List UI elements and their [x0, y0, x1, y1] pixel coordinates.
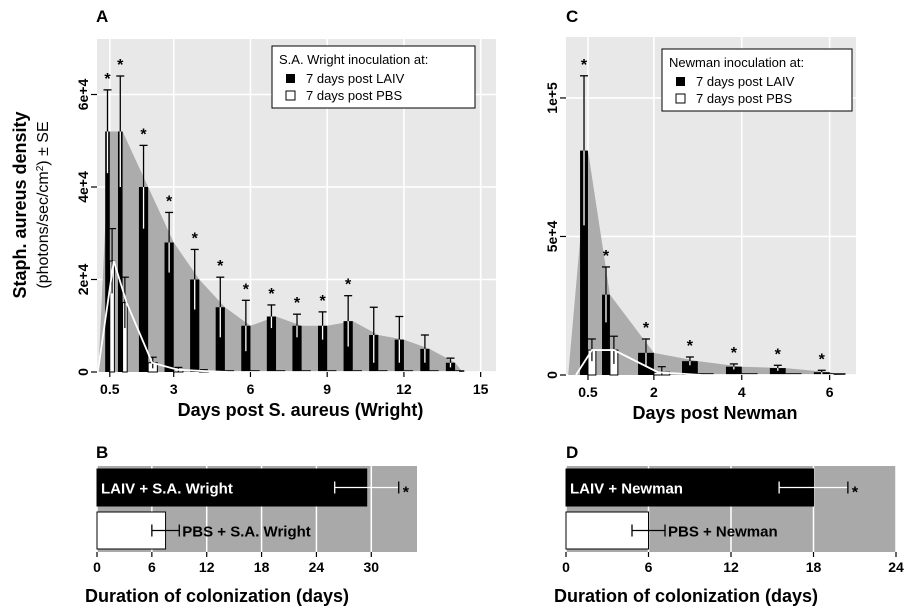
panel-d-chart: LAIV + Newman * PBS + Newman 0 6 12 18 24 Durati… — [554, 466, 904, 606]
y-axis-title: Staph. aureus density — [10, 111, 30, 298]
x-axis-title: Duration of colonization (days) — [554, 586, 818, 606]
significance-star: * — [104, 71, 111, 88]
x-tick-label: 4 — [738, 384, 746, 400]
x-tick-label: 0 — [93, 559, 101, 575]
x-tick-label: 0 — [562, 559, 570, 575]
x-tick-label: 0.5 — [578, 384, 598, 400]
panel-a-chart: * * * * * * * * * * * 0 2e+4 4e+4 6e+4 0.5 3 6 9 12 15 Days p… — [75, 39, 496, 420]
y-axis-subtitle: (photons/sec/cm2) ± SE — [35, 121, 53, 288]
y-tick-label: 5e+4 — [544, 221, 560, 253]
significance-star: * — [603, 248, 610, 265]
bar-category-label: LAIV + Newman — [570, 481, 683, 498]
x-tick-label: 24 — [309, 559, 325, 575]
legend-title: Newman inoculation at: — [669, 55, 804, 70]
significance-star: * — [294, 295, 301, 312]
significance-star: * — [581, 57, 588, 74]
y-tick-label: 0 — [544, 371, 560, 379]
bar-category-label: PBS + S.A. Wright — [182, 524, 310, 541]
legend-label-laiv: 7 days post LAIV — [306, 71, 405, 86]
x-tick-label: 6 — [247, 381, 255, 397]
legend-label-laiv: 7 days post LAIV — [696, 74, 795, 89]
panel-letter-b: B — [96, 443, 108, 462]
x-tick-label: 9 — [323, 381, 331, 397]
significance-star: * — [819, 351, 826, 368]
legend-swatch-pbs — [286, 91, 295, 100]
legend-label-pbs: 7 days post PBS — [306, 88, 402, 103]
x-tick-label: 12 — [396, 381, 412, 397]
significance-star: * — [775, 346, 782, 363]
x-axis-title: Days post Newman — [632, 403, 797, 423]
x-tick-label: 6 — [148, 559, 156, 575]
x-tick-label: 6 — [826, 384, 834, 400]
x-tick-label: 18 — [806, 559, 822, 575]
x-tick-label: 3 — [170, 381, 178, 397]
legend-swatch-laiv — [676, 77, 685, 86]
bar-category-label: LAIV + S.A. Wright — [101, 481, 233, 498]
x-axis-title: Days post S. aureus (Wright) — [178, 400, 424, 420]
significance-star: * — [243, 281, 250, 298]
panel-letter-a: A — [96, 7, 108, 26]
x-tick-label: 12 — [199, 559, 215, 575]
panel-b-chart: LAIV + S.A. Wright * PBS + S.A. Wright 0 6 12… — [85, 466, 417, 606]
x-tick-label: 12 — [723, 559, 739, 575]
x-tick-label: 30 — [363, 559, 379, 575]
x-tick-label: 2 — [650, 384, 658, 400]
significance-star: * — [117, 57, 124, 74]
y-tick-label: 0 — [75, 368, 91, 376]
legend-label-pbs: 7 days post PBS — [696, 91, 792, 106]
y-tick-label: 1e+5 — [544, 82, 560, 114]
significance-star: * — [852, 485, 859, 502]
legend-swatch-pbs — [676, 94, 685, 103]
significance-star: * — [403, 485, 410, 502]
significance-star: * — [731, 345, 738, 362]
panel-letter-c: C — [566, 7, 578, 26]
significance-star: * — [166, 193, 173, 210]
bar-category-label: PBS + Newman — [668, 524, 778, 541]
panel-c-chart: * * * * * * * 0 5e+4 1e+5 0.5 2 4 6 Days post Newman Ne… — [544, 37, 856, 423]
significance-star: * — [217, 258, 224, 275]
panel-letter-d: D — [566, 443, 578, 462]
significance-star: * — [687, 338, 694, 355]
significance-star: * — [345, 277, 352, 294]
significance-star: * — [643, 320, 650, 337]
x-tick-label: 0.5 — [100, 381, 120, 397]
x-tick-label: 6 — [645, 559, 653, 575]
significance-star: * — [268, 286, 275, 303]
legend-title: S.A. Wright inoculation at: — [279, 52, 428, 67]
significance-star: * — [319, 293, 326, 310]
y-tick-label: 6e+4 — [75, 79, 91, 111]
y-tick-label: 2e+4 — [75, 264, 91, 296]
x-tick-label: 24 — [888, 559, 904, 575]
significance-star: * — [140, 126, 147, 143]
legend-swatch-laiv — [286, 74, 295, 83]
y-tick-label: 4e+4 — [75, 171, 91, 203]
significance-star: * — [192, 230, 199, 247]
x-axis-title: Duration of colonization (days) — [85, 586, 349, 606]
x-tick-label: 18 — [254, 559, 270, 575]
x-tick-label: 15 — [473, 381, 489, 397]
